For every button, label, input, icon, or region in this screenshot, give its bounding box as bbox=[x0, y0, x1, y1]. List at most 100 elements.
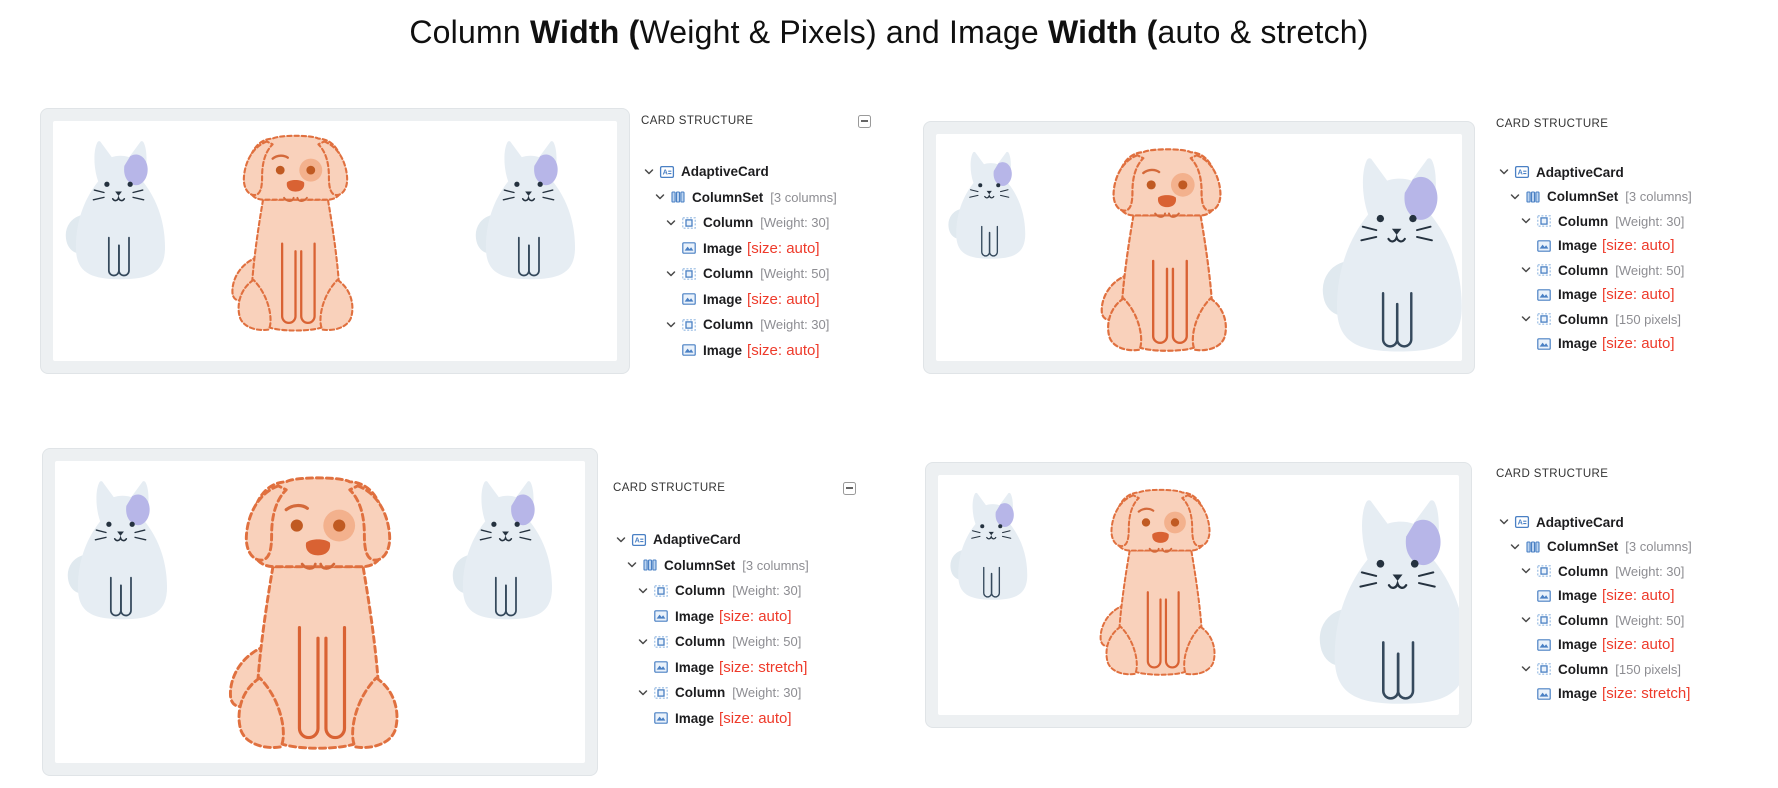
chevron-down-icon[interactable] bbox=[1520, 215, 1534, 227]
tree-node-label: Image bbox=[1558, 336, 1598, 352]
chevron-down-icon[interactable] bbox=[1509, 541, 1523, 553]
tree-node-label: Image bbox=[1558, 588, 1598, 604]
dog-image[interactable] bbox=[1088, 144, 1246, 361]
column-set-icon bbox=[670, 189, 686, 205]
card-column-1 bbox=[55, 461, 200, 763]
panel-title: CARD STRUCTURE bbox=[1496, 118, 1609, 130]
image-icon bbox=[653, 608, 669, 624]
tree-node-column[interactable]: Column [Weight: 30] bbox=[641, 312, 871, 338]
tree-node-label: Image bbox=[1558, 686, 1598, 702]
tree-node-columnset[interactable]: ColumnSet [3 columns] bbox=[641, 185, 871, 211]
tree-node-columnset[interactable]: ColumnSet [3 columns] bbox=[613, 553, 856, 579]
tree-node-adaptivecard[interactable]: A AdaptiveCard bbox=[1496, 510, 1778, 535]
tree-node-label: Column bbox=[1558, 661, 1609, 677]
tree-node-annotation: [3 columns] bbox=[770, 189, 837, 205]
tree-node-adaptivecard[interactable]: A AdaptiveCard bbox=[641, 159, 871, 185]
card-structure-panel: CARD STRUCTURE A AdaptiveCard ColumnSet [3 … bbox=[613, 480, 856, 731]
chevron-down-icon[interactable] bbox=[643, 166, 657, 178]
card-column-3 bbox=[463, 121, 617, 361]
chevron-down-icon[interactable] bbox=[1520, 614, 1534, 626]
chevron-down-icon[interactable] bbox=[1520, 313, 1534, 325]
tree-node-column[interactable]: Column [Weight: 30] bbox=[1496, 559, 1778, 584]
tree-node-image[interactable]: Image [size: stretch] bbox=[613, 655, 856, 681]
tree-node-annotation: [Weight: 30] bbox=[760, 317, 830, 333]
chevron-down-icon[interactable] bbox=[637, 636, 651, 648]
tree-node-annotation: [Weight: 30] bbox=[732, 583, 802, 599]
dog-image[interactable] bbox=[212, 471, 424, 763]
chevron-down-icon[interactable] bbox=[1498, 166, 1512, 178]
chevron-down-icon[interactable] bbox=[1520, 264, 1534, 276]
image-icon bbox=[681, 291, 697, 307]
chevron-down-icon[interactable] bbox=[1520, 663, 1534, 675]
tree-node-column[interactable]: Column [Weight: 30] bbox=[641, 210, 871, 236]
tree-node-image[interactable]: Image [size: auto] bbox=[613, 604, 856, 630]
chevron-down-icon[interactable] bbox=[1520, 565, 1534, 577]
dog-image[interactable] bbox=[219, 131, 372, 341]
cat-image[interactable] bbox=[950, 485, 1034, 605]
tree-node-annotation: [Weight: 30] bbox=[1615, 213, 1685, 229]
dog-image[interactable] bbox=[1088, 485, 1233, 685]
tree-node-size-annotation: [size: auto] bbox=[1602, 587, 1675, 605]
tree-node-image[interactable]: Image [size: auto] bbox=[613, 706, 856, 732]
structure-tree: A AdaptiveCard ColumnSet [3 columns] Column [… bbox=[613, 527, 856, 731]
tree-node-annotation: [Weight: 30] bbox=[732, 685, 802, 701]
chevron-down-icon[interactable] bbox=[626, 559, 640, 571]
tree-node-annotation: [150 pixels] bbox=[1615, 311, 1682, 327]
minus-box-icon[interactable] bbox=[843, 481, 856, 495]
cat-image[interactable] bbox=[65, 131, 174, 286]
tree-node-column[interactable]: Column [Weight: 50] bbox=[1496, 258, 1778, 283]
tree-node-adaptivecard[interactable]: A AdaptiveCard bbox=[1496, 160, 1778, 185]
chevron-down-icon[interactable] bbox=[637, 687, 651, 699]
adaptive-card-icon: A bbox=[1514, 514, 1530, 530]
chevron-down-icon[interactable] bbox=[1498, 516, 1512, 528]
cat-image[interactable] bbox=[67, 471, 176, 626]
tree-node-image[interactable]: Image [size: auto] bbox=[1496, 633, 1778, 658]
tree-node-label: Column bbox=[1558, 311, 1609, 327]
tree-node-columnset[interactable]: ColumnSet [3 columns] bbox=[1496, 185, 1778, 210]
chevron-down-icon[interactable] bbox=[1509, 191, 1523, 203]
chevron-down-icon[interactable] bbox=[665, 319, 679, 331]
tree-node-column[interactable]: Column [Weight: 30] bbox=[613, 578, 856, 604]
column-icon bbox=[1536, 661, 1552, 677]
cat-image[interactable] bbox=[1322, 144, 1462, 361]
tree-node-image[interactable]: Image [size: stretch] bbox=[1496, 682, 1778, 707]
page-title: Column Width (Weight & Pixels) and Image… bbox=[409, 14, 1369, 50]
tree-node-column[interactable]: Column [150 pixels] bbox=[1496, 307, 1778, 332]
chevron-down-icon[interactable] bbox=[654, 191, 668, 203]
cat-image[interactable] bbox=[948, 144, 1032, 264]
tree-node-columnset[interactable]: ColumnSet [3 columns] bbox=[1496, 535, 1778, 560]
tree-node-label: AdaptiveCard bbox=[1536, 514, 1624, 530]
tree-node-image[interactable]: Image [size: auto] bbox=[1496, 584, 1778, 609]
chevron-down-icon[interactable] bbox=[665, 268, 679, 280]
tree-node-column[interactable]: Column [Weight: 50] bbox=[613, 629, 856, 655]
card-column-1 bbox=[53, 121, 207, 361]
column-icon bbox=[653, 583, 669, 599]
tree-node-column[interactable]: Column [Weight: 30] bbox=[1496, 209, 1778, 234]
tree-node-column[interactable]: Column [150 pixels] bbox=[1496, 657, 1778, 682]
tree-node-image[interactable]: Image [size: auto] bbox=[641, 287, 871, 313]
cat-image[interactable] bbox=[1319, 485, 1459, 714]
tree-node-column[interactable]: Column [Weight: 50] bbox=[1496, 608, 1778, 633]
structure-tree: A AdaptiveCard ColumnSet [3 columns] Column [… bbox=[1496, 160, 1778, 356]
tree-node-image[interactable]: Image [size: auto] bbox=[1496, 332, 1778, 357]
minus-box-icon[interactable] bbox=[858, 114, 871, 128]
chevron-down-icon[interactable] bbox=[665, 217, 679, 229]
tree-node-adaptivecard[interactable]: A AdaptiveCard bbox=[613, 527, 856, 553]
tree-node-image[interactable]: Image [size: auto] bbox=[641, 338, 871, 364]
card-column-1 bbox=[936, 134, 1076, 361]
image-icon bbox=[1536, 588, 1552, 604]
chevron-down-icon[interactable] bbox=[637, 585, 651, 597]
adaptive-card-canvas bbox=[936, 134, 1462, 361]
cat-image[interactable] bbox=[452, 471, 561, 626]
tree-node-size-annotation: [size: auto] bbox=[719, 709, 792, 727]
tree-node-column[interactable]: Column [Weight: 50] bbox=[641, 261, 871, 287]
image-icon bbox=[1536, 238, 1552, 254]
chevron-down-icon[interactable] bbox=[615, 534, 629, 546]
cat-image[interactable] bbox=[475, 131, 584, 286]
panel-title: CARD STRUCTURE bbox=[613, 482, 726, 494]
adaptive-card-icon: A bbox=[631, 532, 647, 548]
tree-node-image[interactable]: Image [size: auto] bbox=[1496, 234, 1778, 259]
tree-node-column[interactable]: Column [Weight: 30] bbox=[613, 680, 856, 706]
tree-node-image[interactable]: Image [size: auto] bbox=[1496, 283, 1778, 308]
tree-node-image[interactable]: Image [size: auto] bbox=[641, 236, 871, 262]
